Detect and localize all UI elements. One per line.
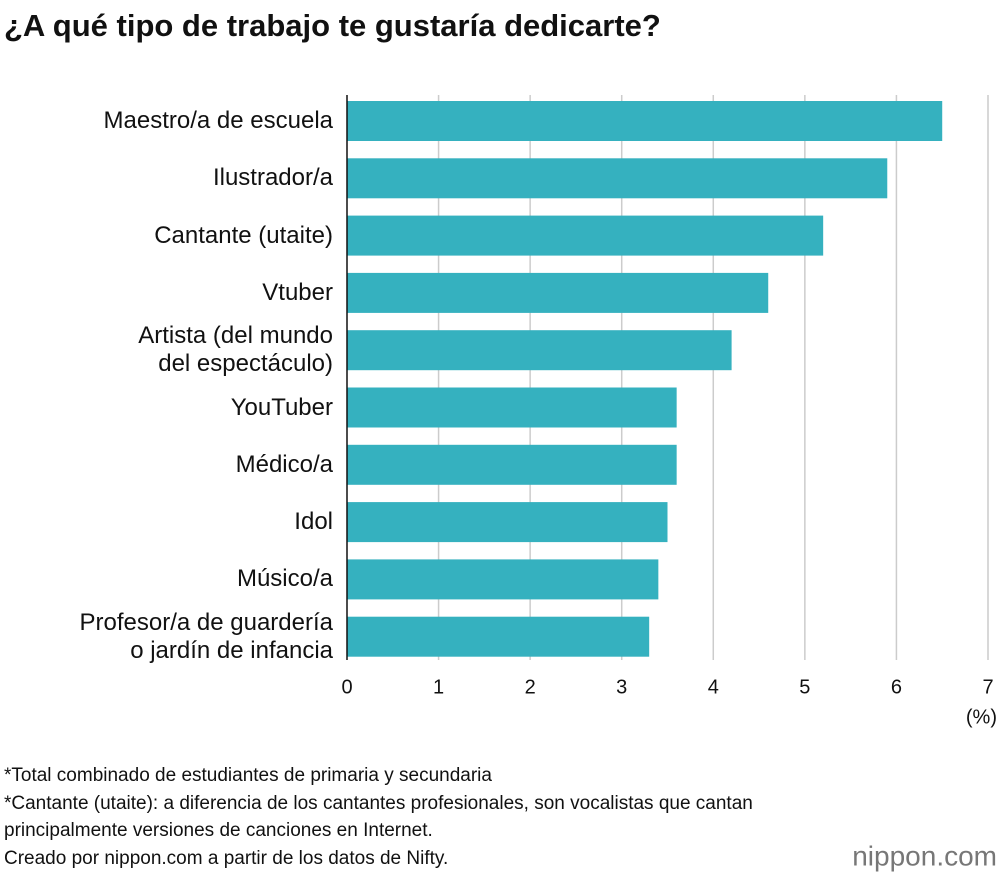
- logo: nippon.com: [852, 840, 997, 871]
- bar: [347, 616, 650, 657]
- footnote: *Total combinado de estudiantes de prima…: [4, 765, 492, 786]
- bar: [347, 215, 824, 256]
- y-tick-label: Vtuber: [262, 278, 333, 306]
- x-tick-label: 4: [708, 676, 719, 698]
- x-tick-label: 7: [982, 676, 993, 698]
- bar: [347, 559, 659, 600]
- chart-title: ¿A qué tipo de trabajo te gustaría dedic…: [4, 8, 661, 43]
- y-tick-label: Cantante (utaite): [154, 221, 333, 249]
- y-tick-label: Maestro/a de escuela: [103, 107, 333, 134]
- bar: [347, 502, 668, 543]
- bar: [347, 387, 677, 428]
- x-tick-label: 1: [433, 676, 444, 698]
- x-tick-label: 0: [341, 676, 352, 698]
- bar: [347, 444, 677, 485]
- footnote: Creado por nippon.com a partir de los da…: [4, 848, 449, 869]
- y-tick-label: Idol: [294, 508, 333, 536]
- bar: [347, 158, 888, 199]
- x-tick-label: 2: [525, 676, 536, 698]
- x-tick-label: 3: [616, 676, 627, 698]
- y-tick-label: Músico/a: [236, 565, 333, 593]
- bar: [347, 101, 943, 141]
- x-tick-label: 5: [799, 676, 810, 698]
- y-tick-label: Artista (del mundo del espectáculo): [138, 322, 333, 378]
- footnote: principalmente versiones de canciones en…: [4, 820, 433, 841]
- y-tick-label: Médico/a: [235, 450, 333, 478]
- bar: [347, 330, 732, 371]
- bar: [347, 272, 769, 313]
- y-tick-label: Profesor/a de guardería o jardín de infa…: [79, 608, 334, 664]
- y-tick-label: Ilustrador/a: [212, 164, 333, 192]
- x-axis-label: (%): [966, 706, 997, 728]
- x-tick-label: 6: [891, 676, 902, 698]
- footnote: *Cantante (utaite): a diferencia de los …: [4, 793, 753, 814]
- y-tick-label: YouTuber: [230, 393, 333, 421]
